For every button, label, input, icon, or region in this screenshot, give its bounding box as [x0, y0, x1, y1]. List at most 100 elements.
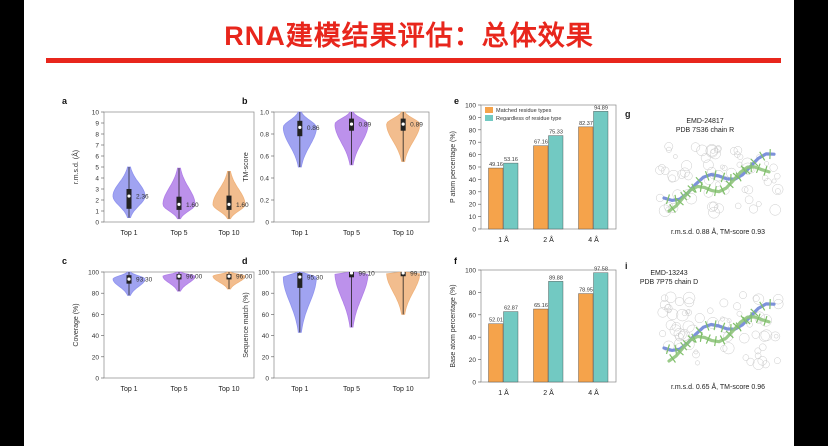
violin-median-dot	[298, 125, 302, 129]
x-tick-label: 1 Å	[498, 235, 509, 244]
bar-chart-f: f 0 20 40 60 80 100 Base atom percentage (%) 52.…	[450, 256, 617, 397]
y-tick-label: 90	[469, 115, 477, 122]
density-mesh	[661, 166, 670, 175]
density-mesh	[744, 195, 754, 205]
density-mesh	[752, 294, 760, 302]
density-mesh	[692, 350, 700, 359]
density-mesh	[730, 147, 738, 155]
bar	[548, 281, 564, 383]
density-mesh	[773, 333, 779, 339]
density-mesh	[681, 160, 693, 172]
density-mesh	[758, 343, 767, 352]
density-mesh	[675, 297, 684, 306]
violin-median-label: 96.00	[236, 274, 253, 281]
rna-backbone	[667, 165, 771, 213]
rna-base-pair	[725, 180, 734, 189]
legend-label: Regardless of residue type	[496, 116, 561, 122]
density-mesh	[690, 142, 701, 152]
density-mesh	[733, 302, 742, 311]
density-mesh	[684, 297, 695, 308]
density-mesh	[722, 342, 735, 355]
bar-value-label: 94.89	[594, 105, 608, 111]
y-tick-label: 60	[469, 312, 477, 319]
y-tick-label: 10	[92, 110, 100, 117]
density-mesh	[665, 303, 672, 310]
density-mesh	[708, 206, 720, 219]
violin-median-label: 93.30	[136, 277, 153, 284]
density-mesh	[754, 347, 762, 355]
legend-swatch	[485, 115, 493, 121]
density-mesh	[682, 320, 695, 333]
figure-panels: a 0 1 2 3 4 5 6 7 8 9 10 r.m.s.d. (Å) 2.36 Top 1 1.60 To…	[62, 96, 784, 397]
violin-median-label: 99.10	[359, 270, 376, 277]
density-mesh	[668, 174, 677, 183]
rna-base-pair	[720, 322, 726, 333]
density-mesh	[746, 321, 753, 328]
slide: RNA建模结果评估：总体效果 a 0 1 2 3 4 5 6 7 8 9 10 r.m.s.d. (Å)…	[24, 0, 794, 446]
density-mesh	[671, 322, 681, 332]
violin-median-dot	[127, 277, 131, 281]
rna-base-pair	[713, 320, 717, 331]
panel-label-d: d	[242, 256, 248, 266]
structure-i-caption: r.m.s.d. 0.65 Å, TM-score 0.96	[670, 384, 766, 391]
bar-value-label: 53.16	[504, 157, 518, 163]
structure-i-emd-id: EMD-13243	[650, 270, 688, 277]
y-tick-label: 7	[95, 143, 99, 150]
density-mesh	[713, 203, 724, 214]
rna-base-pair	[691, 333, 697, 343]
density-mesh	[677, 169, 687, 179]
x-tick-label: Top 1	[120, 386, 137, 393]
density-mesh	[696, 144, 708, 157]
x-tick-label: Top 5	[343, 230, 360, 237]
density-mesh	[753, 293, 765, 305]
y-tick-label: 10	[469, 214, 477, 221]
y-tick-label: 0	[265, 220, 269, 227]
density-mesh	[746, 357, 755, 366]
density-mesh	[741, 186, 749, 194]
density-mesh	[706, 317, 719, 330]
legend-label: Matched residue types	[496, 108, 552, 114]
panel-label-a: a	[62, 96, 68, 106]
density-mesh	[773, 294, 784, 305]
bar	[548, 135, 564, 230]
density-mesh	[679, 167, 690, 178]
density-mesh	[660, 294, 669, 302]
x-tick-label: 1 Å	[498, 388, 509, 397]
bar-value-label: 82.37	[579, 121, 593, 127]
density-mesh	[664, 142, 674, 151]
y-axis-label: r.m.s.d. (Å)	[71, 150, 80, 184]
density-mesh	[705, 144, 718, 157]
violin-median-dot	[401, 122, 405, 126]
y-axis-label: TM-score	[243, 152, 250, 182]
y-tick-label: 100	[465, 268, 476, 275]
density-mesh	[758, 330, 770, 342]
rna-base-pair	[759, 151, 766, 161]
density-mesh	[764, 161, 769, 166]
x-tick-label: Top 5	[170, 386, 187, 393]
violin-median-dot	[177, 274, 181, 278]
y-tick-label: 0.6	[260, 154, 269, 161]
density-mesh	[684, 171, 693, 181]
bar	[533, 308, 549, 383]
density-mesh	[736, 310, 743, 317]
y-tick-label: 0.2	[260, 198, 269, 205]
x-tick-label: Top 1	[291, 386, 308, 393]
y-tick-label: 8	[95, 132, 99, 139]
x-tick-label: 4 Å	[588, 235, 599, 244]
rna-structure-g	[655, 142, 784, 219]
rna-base-pair	[691, 183, 697, 193]
y-tick-label: 0.8	[260, 132, 269, 139]
rna-base-pair	[665, 344, 670, 355]
density-mesh	[707, 201, 718, 212]
density-mesh	[677, 330, 687, 340]
density-mesh	[658, 164, 666, 172]
y-tick-label: 40	[469, 335, 477, 342]
y-tick-label: 60	[469, 152, 477, 159]
density-mesh	[662, 340, 675, 353]
bar	[578, 126, 594, 230]
bar	[533, 145, 549, 230]
rna-base-pair	[720, 172, 726, 183]
density-mesh	[668, 203, 679, 213]
density-mesh	[673, 154, 678, 159]
rna-base-pair	[704, 320, 710, 331]
